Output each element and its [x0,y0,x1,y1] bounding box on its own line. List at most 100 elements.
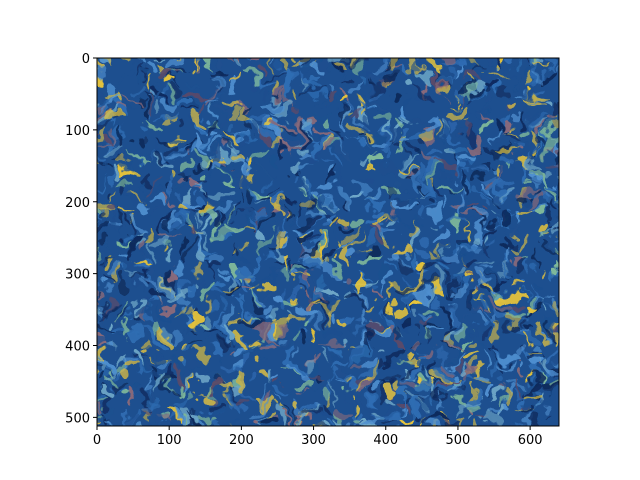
brushstroke [542,292,559,296]
brushstroke [388,228,397,239]
brushstroke [297,105,304,113]
brushstroke [117,356,134,365]
brushstroke [246,65,253,75]
brushstroke [266,309,277,326]
brushstroke [318,262,337,273]
brushstroke [453,389,461,396]
brushstroke [267,199,287,214]
brushstroke [320,348,331,366]
brushstroke [302,166,311,172]
brushstroke [557,169,559,174]
brushstroke [322,135,332,140]
brushstroke [284,315,300,328]
brushstroke [463,256,480,273]
brushstroke [97,209,102,217]
y-tick-label: 400 [65,340,90,355]
brushstroke [124,406,130,426]
brushstroke [545,248,559,256]
brushstroke [128,153,145,161]
brushstroke [513,347,524,361]
brushstroke [551,263,558,276]
brushstroke [373,229,388,246]
brushstrokes [97,44,559,426]
brushstroke [295,402,303,410]
brushstroke [479,97,500,112]
brushstroke [400,388,412,401]
brushstroke [370,92,383,98]
brushstroke [293,294,301,302]
brushstroke [224,401,232,409]
brushstroke [192,390,197,396]
axes-frame [96,57,560,427]
brushstroke [555,122,559,140]
brushstroke [469,402,479,412]
brushstroke [317,44,339,56]
x-tick-label: 300 [301,433,326,448]
brushstroke [418,239,431,259]
brushstroke [400,112,405,121]
brushstroke [374,211,382,232]
brushstroke [236,398,247,407]
brushstroke [352,326,372,335]
brushstroke [518,210,533,217]
brushstroke [97,299,98,318]
brushstroke [113,370,124,380]
brushstroke [324,346,342,353]
brushstroke [461,369,467,384]
brushstroke [444,67,452,78]
brushstroke [488,169,495,176]
brushstroke [262,195,272,201]
brushstroke [427,392,432,402]
brushstroke [422,158,436,180]
brushstroke [168,248,173,263]
brushstroke [310,325,317,338]
brushstroke [316,288,324,301]
brushstroke [390,336,401,349]
brushstroke [238,281,257,287]
brushstroke [521,228,530,251]
brushstroke [552,367,559,372]
brushstroke [156,356,166,367]
brushstroke [461,82,468,89]
brushstroke [220,103,228,117]
brushstroke [180,331,195,345]
brushstroke [160,385,172,391]
brushstroke [486,177,510,186]
brushstroke [275,377,283,385]
brushstroke [420,337,432,347]
brushstroke [133,201,149,210]
brushstroke [481,87,495,93]
brushstroke [337,48,342,55]
brushstroke [510,58,521,73]
brushstroke [390,114,404,132]
brushstroke [303,79,307,89]
brushstroke [269,58,274,77]
brushstroke [346,221,364,230]
brushstroke [470,228,476,240]
brushstroke [466,140,486,150]
brushstroke [220,274,228,280]
brushstroke [365,361,380,381]
brushstroke [144,289,165,298]
brushstroke [360,397,375,410]
brushstroke [555,246,559,263]
brushstroke [482,266,499,281]
brushstroke [250,181,260,189]
brushstroke [480,262,499,265]
brushstroke [342,242,353,262]
brushstroke [458,169,474,177]
brushstroke [440,51,450,58]
brushstroke [103,143,117,147]
brushstroke [436,75,447,83]
brushstroke [235,59,242,68]
brushstroke [202,300,208,310]
brushstroke [195,184,203,194]
brushstroke [133,58,152,66]
brushstroke [227,74,241,85]
brushstroke [136,280,141,297]
brushstroke [139,149,161,159]
brushstroke [238,185,248,194]
brushstroke [422,210,429,221]
brushstroke [264,281,271,292]
brushstroke [168,86,177,101]
